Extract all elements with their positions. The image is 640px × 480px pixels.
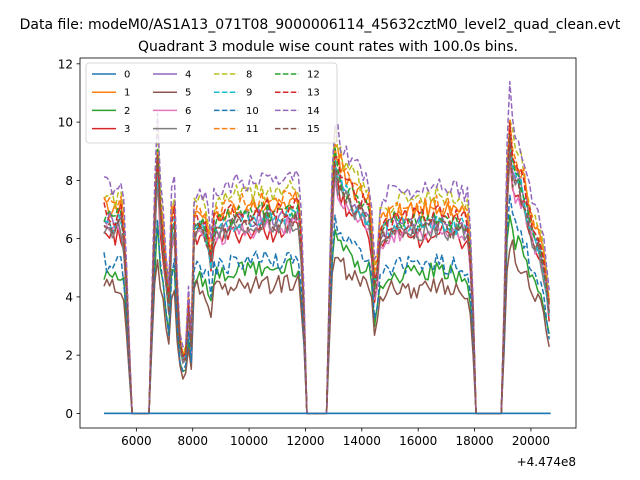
x-tick-label: 6000 xyxy=(121,434,152,448)
legend-label-13: 13 xyxy=(307,88,320,99)
legend-label-5: 5 xyxy=(185,88,191,99)
legend-label-9: 9 xyxy=(246,88,252,99)
legend-label-7: 7 xyxy=(185,124,191,135)
legend-label-4: 4 xyxy=(185,70,191,81)
chart-suptitle: Data file: modeM0/AS1A13_071T08_90000061… xyxy=(20,17,621,33)
legend-label-8: 8 xyxy=(246,70,252,81)
y-tick-label: 0 xyxy=(65,407,73,421)
x-tick-label: 8000 xyxy=(177,434,208,448)
legend-label-0: 0 xyxy=(124,70,130,81)
legend-label-3: 3 xyxy=(124,124,130,135)
legend-label-11: 11 xyxy=(246,124,259,135)
y-tick-label: 6 xyxy=(65,232,73,246)
y-tick-label: 12 xyxy=(58,57,73,71)
axes-frame xyxy=(79,57,577,429)
legend-label-1: 1 xyxy=(124,88,130,99)
chart-title: Quadrant 3 module wise count rates with … xyxy=(138,39,518,55)
y-axis: 0 2 4 6 8 10 12 xyxy=(58,57,80,421)
x-tick-label: 10000 xyxy=(230,434,268,448)
y-tick-label: 4 xyxy=(65,290,73,304)
axes-spines xyxy=(79,57,577,429)
legend-label-2: 2 xyxy=(124,106,130,117)
y-tick-label: 8 xyxy=(65,174,73,188)
x-tick-label: 20000 xyxy=(512,434,550,448)
x-tick-label: 12000 xyxy=(286,434,324,448)
legend-label-15: 15 xyxy=(307,124,320,135)
x-tick-label: 16000 xyxy=(399,434,437,448)
x-axis-offset-text: +4.474e8 xyxy=(517,455,576,469)
x-tick-label: 18000 xyxy=(455,434,493,448)
legend-label-14: 14 xyxy=(307,106,320,117)
legend-box xyxy=(85,62,338,144)
x-tick-label: 14000 xyxy=(343,434,381,448)
plot-lines xyxy=(103,80,551,415)
x-axis: 6000 8000 10000 12000 14000 16000 18000 20000 xyxy=(121,428,550,448)
y-tick-label: 2 xyxy=(65,349,73,363)
legend-label-10: 10 xyxy=(246,106,259,117)
y-tick-label: 10 xyxy=(58,116,73,130)
legend-label-6: 6 xyxy=(185,106,191,117)
legend-label-12: 12 xyxy=(307,70,320,81)
